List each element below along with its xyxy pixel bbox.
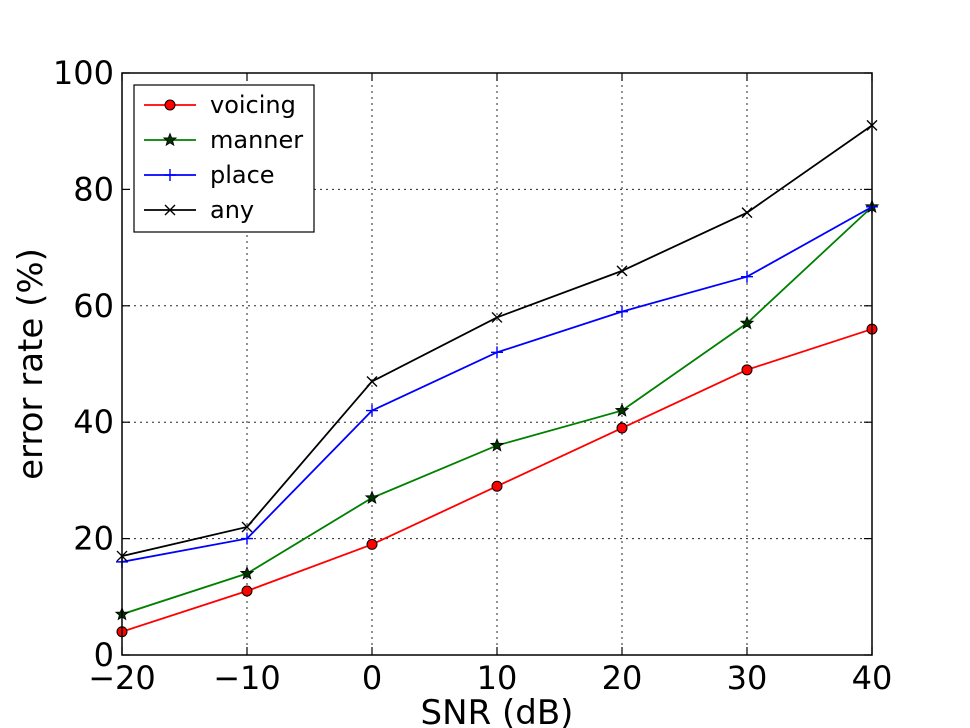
x-tick-label: 10 xyxy=(477,659,518,697)
data-point-manner xyxy=(364,490,380,505)
legend-marker-place xyxy=(164,169,176,181)
y-tick-label: 20 xyxy=(73,520,114,558)
data-point-manner xyxy=(614,402,630,417)
x-axis-label: SNR (dB) xyxy=(421,693,574,728)
x-tick-label: −20 xyxy=(88,659,156,697)
y-tick-label: 0 xyxy=(94,636,114,674)
x-tick-label: 30 xyxy=(727,659,768,697)
legend-label-voicing: voicing xyxy=(210,91,296,119)
legend: voicing manner place any xyxy=(133,84,315,233)
data-point-manner xyxy=(739,315,755,330)
legend-label-any: any xyxy=(210,196,254,224)
data-point-voicing xyxy=(616,422,628,434)
series-layer xyxy=(114,119,880,638)
ticks: −20 −10 0 10 20 30 40 0 20 40 60 80 100 xyxy=(53,54,892,697)
legend-entry-voicing: voicing xyxy=(144,91,296,119)
y-tick-label: 100 xyxy=(53,54,114,92)
data-point-voicing xyxy=(741,364,753,376)
x-tick-label: 20 xyxy=(602,659,643,697)
data-point-place xyxy=(616,305,628,318)
legend-marker-manner xyxy=(162,132,178,147)
data-point-place xyxy=(241,532,253,545)
y-tick-label: 60 xyxy=(73,287,114,325)
data-point-manner xyxy=(489,437,505,452)
legend-marker-any xyxy=(164,204,176,216)
legend-entry-manner: manner xyxy=(144,126,303,154)
legend-box xyxy=(133,84,315,233)
legend-marker-voicing xyxy=(164,99,176,111)
y-tick-label: 40 xyxy=(73,403,114,441)
x-tick-label: 0 xyxy=(362,659,382,697)
x-tick-label: 40 xyxy=(852,659,893,697)
series-any xyxy=(116,119,878,562)
data-point-place xyxy=(741,270,753,283)
data-point-manner xyxy=(239,565,255,580)
data-point-any xyxy=(616,265,628,277)
data-point-any xyxy=(741,207,753,219)
legend-label-manner: manner xyxy=(210,126,303,154)
data-point-any xyxy=(491,311,503,323)
y-axis-label: error rate (%) xyxy=(11,248,51,480)
legend-label-place: place xyxy=(210,161,275,189)
x-tick-label: −10 xyxy=(213,659,281,697)
data-point-any xyxy=(241,521,253,533)
data-point-any xyxy=(366,375,378,387)
data-point-voicing xyxy=(241,585,253,597)
data-point-place xyxy=(491,346,503,359)
series-voicing xyxy=(116,323,878,638)
legend-entry-any: any xyxy=(144,196,254,224)
y-tick-label: 80 xyxy=(73,170,114,208)
data-point-place xyxy=(366,404,378,417)
legend-entry-place: place xyxy=(144,161,275,189)
data-point-voicing xyxy=(366,538,378,550)
data-point-voicing xyxy=(491,480,503,492)
